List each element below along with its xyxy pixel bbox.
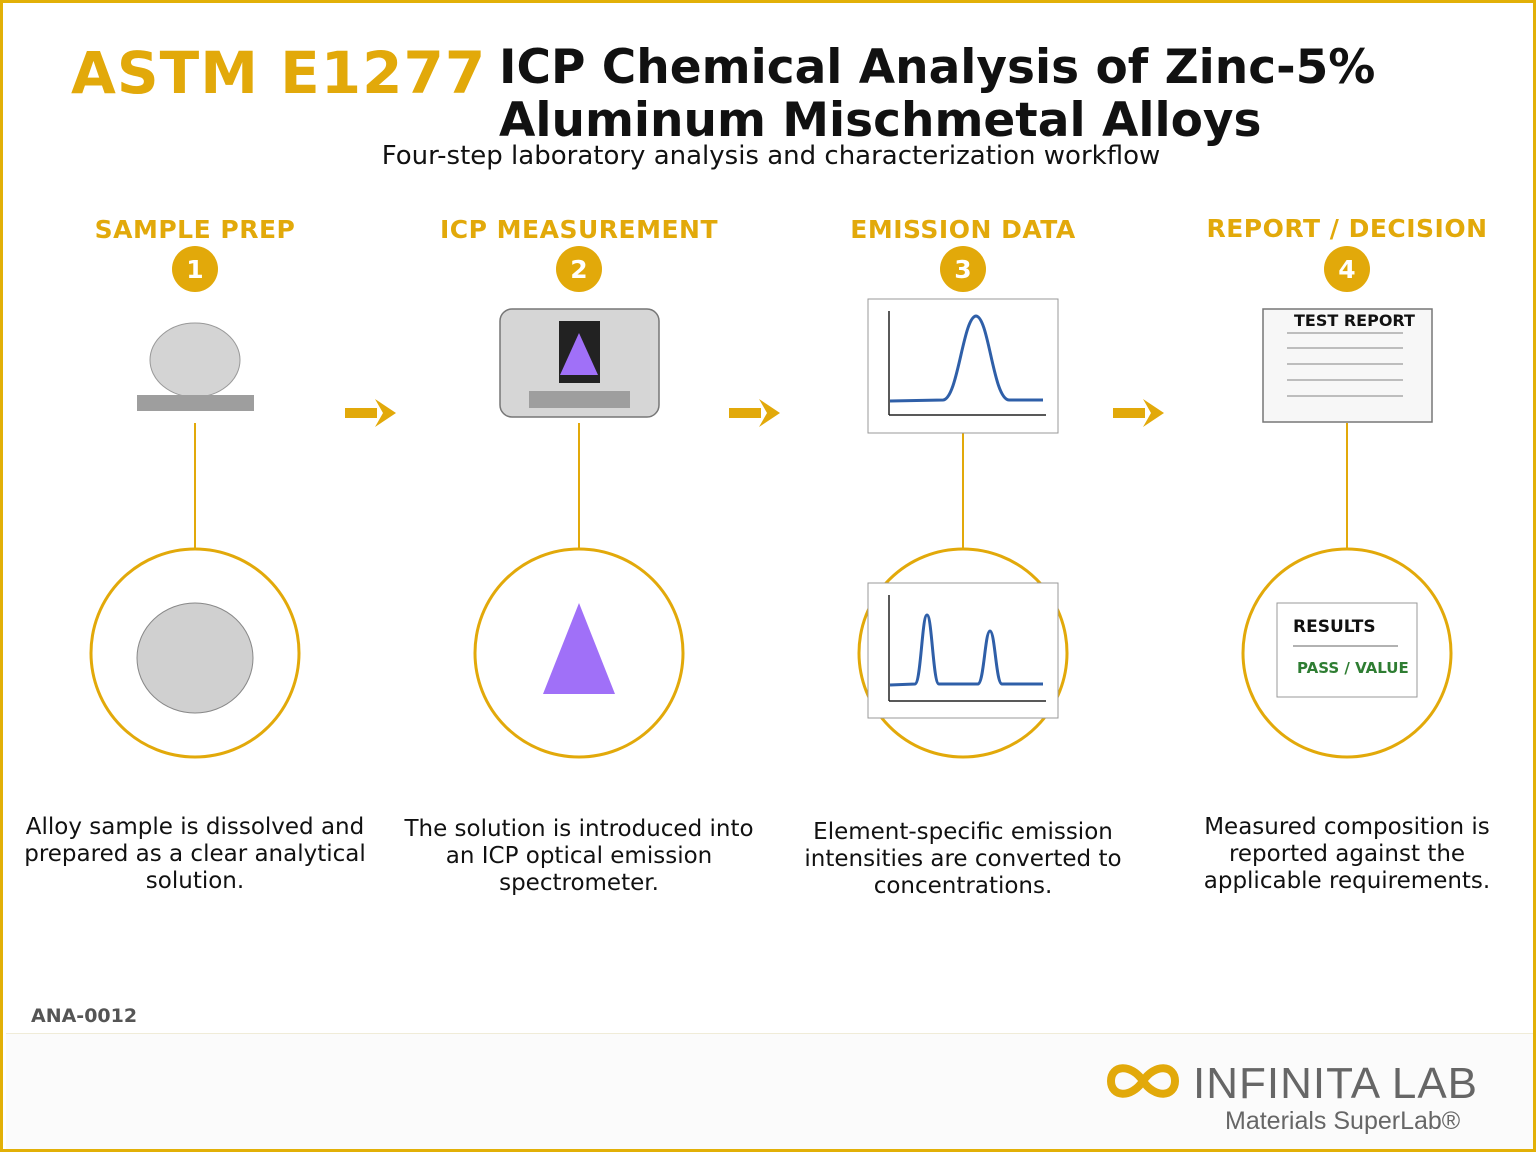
- subtitle-text: Four-step laboratory analysis and charac…: [381, 141, 1161, 171]
- step-1-title: SAMPLE PREP: [94, 215, 296, 244]
- step-2-title: ICP MEASUREMENT: [439, 215, 719, 244]
- results-title: RESULTS: [1293, 617, 1376, 637]
- step-2-description: The solution is introduced into an ICP o…: [404, 816, 754, 896]
- results-card: RESULTS PASS / VALUE: [1276, 602, 1418, 698]
- brand-tagline: Materials SuperLab®: [1225, 1107, 1461, 1135]
- spectrometer-icon: [499, 308, 660, 418]
- sample-disc-icon: [137, 322, 254, 411]
- spectrum-chart-icon: [867, 298, 1059, 434]
- step-3-description: Element-specific emission intensities ar…: [804, 819, 1122, 899]
- step-4-badge: 4: [1324, 246, 1370, 292]
- step-3-badge: 3: [940, 246, 986, 292]
- step-2-badge: 2: [556, 246, 602, 292]
- arrow-right-icon: [345, 399, 396, 427]
- report-card-title: TEST REPORT: [1294, 311, 1415, 330]
- results-status: PASS / VALUE: [1297, 659, 1409, 677]
- brand-name: INFINITA LAB: [1193, 1059, 1479, 1108]
- solution-disc-icon: [136, 602, 254, 714]
- step-1-badge: 1: [172, 246, 218, 292]
- step-3-title: EMISSION DATA: [850, 215, 1076, 244]
- step-4-title: REPORT / DECISION: [1206, 214, 1488, 243]
- footer-band: [6, 1033, 1533, 1149]
- document-code: ANA-0012: [31, 1005, 138, 1027]
- step-1-description: Alloy sample is dissolved and prepared a…: [24, 814, 366, 894]
- plasma-icon: [543, 603, 615, 694]
- standard-code: ASTM E1277: [71, 39, 487, 107]
- workflow-artwork: TEST REPORT: [89, 298, 1453, 759]
- test-report-icon: TEST REPORT: [1262, 308, 1433, 423]
- step-4-description: Measured composition is reported against…: [1203, 814, 1491, 894]
- double-peak-chart-icon: [867, 582, 1059, 719]
- arrow-right-icon: [729, 399, 780, 427]
- page-title: ICP Chemical Analysis of Zinc-5% Aluminu…: [499, 40, 1376, 148]
- page-subtitle: Four-step laboratory analysis and charac…: [3, 141, 1533, 171]
- arrow-right-icon: [1113, 399, 1164, 427]
